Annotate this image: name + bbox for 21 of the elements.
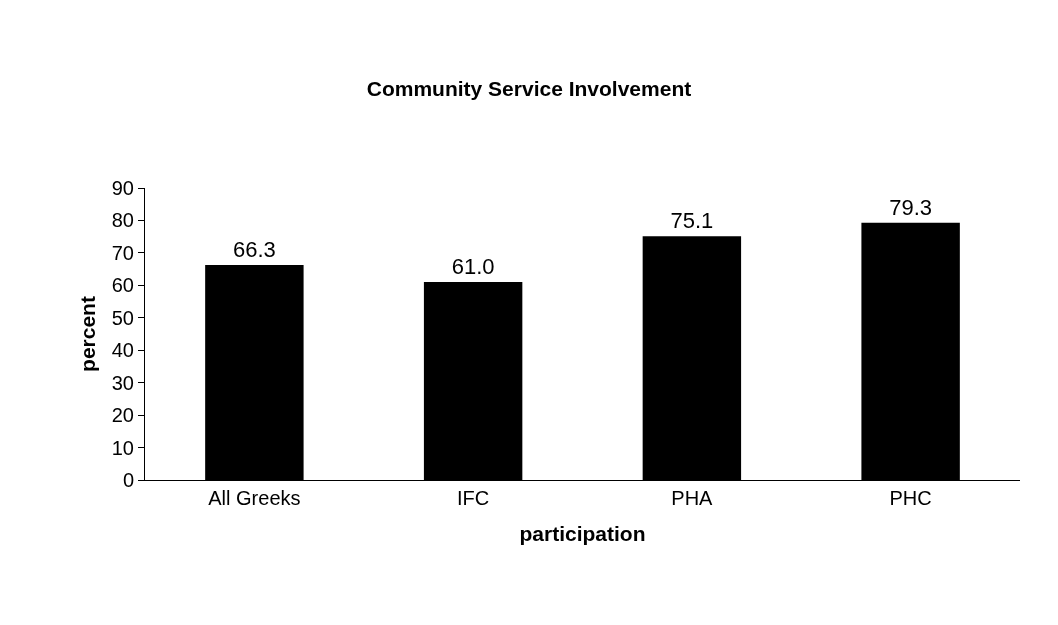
x-tick-label: All Greeks [208,487,301,509]
x-axis-title: participation [519,522,646,546]
y-tick-label: 70 [111,241,134,264]
chart-title: Community Service Involvement [366,76,692,100]
data-label: 79.3 [889,194,933,220]
y-axis-title: percent [75,296,99,372]
data-label: 66.3 [232,236,276,262]
y-tick-label: 20 [111,404,134,427]
y-tick-label: 50 [111,306,134,329]
y-tick-label: 40 [111,339,134,362]
y-tick-label: 60 [111,274,134,297]
x-tick-label: PHA [671,487,714,509]
x-tick-label: IFC [457,487,490,509]
y-tick-label: 30 [111,371,134,394]
y-tick-label: 90 [111,177,134,199]
data-label: 61.0 [451,254,495,280]
y-tick-label: 80 [111,209,134,232]
data-label: 75.1 [670,208,714,234]
x-tick-label: PHC [889,487,932,509]
y-tick-label: 10 [111,436,134,459]
y-tick-label: 0 [122,469,134,491]
